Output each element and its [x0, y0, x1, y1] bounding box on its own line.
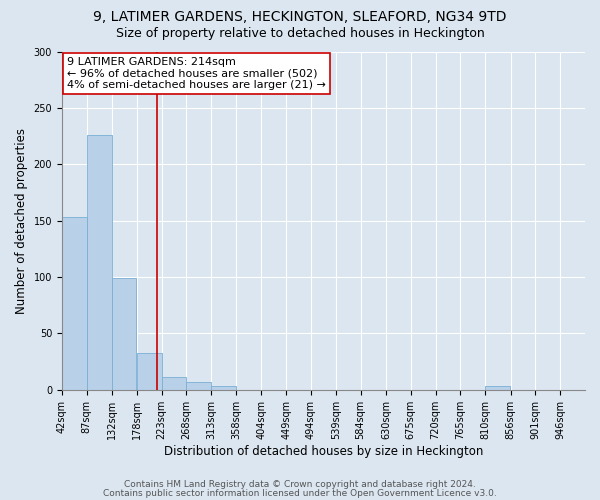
Bar [485, 386, 510, 390]
Text: Contains public sector information licensed under the Open Government Licence v3: Contains public sector information licen… [103, 488, 497, 498]
Bar [187, 382, 211, 390]
Bar [62, 218, 87, 390]
X-axis label: Distribution of detached houses by size in Heckington: Distribution of detached houses by size … [164, 444, 483, 458]
Bar [112, 278, 136, 390]
Bar [161, 378, 187, 390]
Y-axis label: Number of detached properties: Number of detached properties [15, 128, 28, 314]
Text: 9 LATIMER GARDENS: 214sqm
← 96% of detached houses are smaller (502)
4% of semi-: 9 LATIMER GARDENS: 214sqm ← 96% of detac… [67, 56, 326, 90]
Bar [87, 135, 112, 390]
Text: 9, LATIMER GARDENS, HECKINGTON, SLEAFORD, NG34 9TD: 9, LATIMER GARDENS, HECKINGTON, SLEAFORD… [93, 10, 507, 24]
Bar [211, 386, 236, 390]
Text: Contains HM Land Registry data © Crown copyright and database right 2024.: Contains HM Land Registry data © Crown c… [124, 480, 476, 489]
Bar [137, 352, 161, 390]
Text: Size of property relative to detached houses in Heckington: Size of property relative to detached ho… [116, 28, 484, 40]
